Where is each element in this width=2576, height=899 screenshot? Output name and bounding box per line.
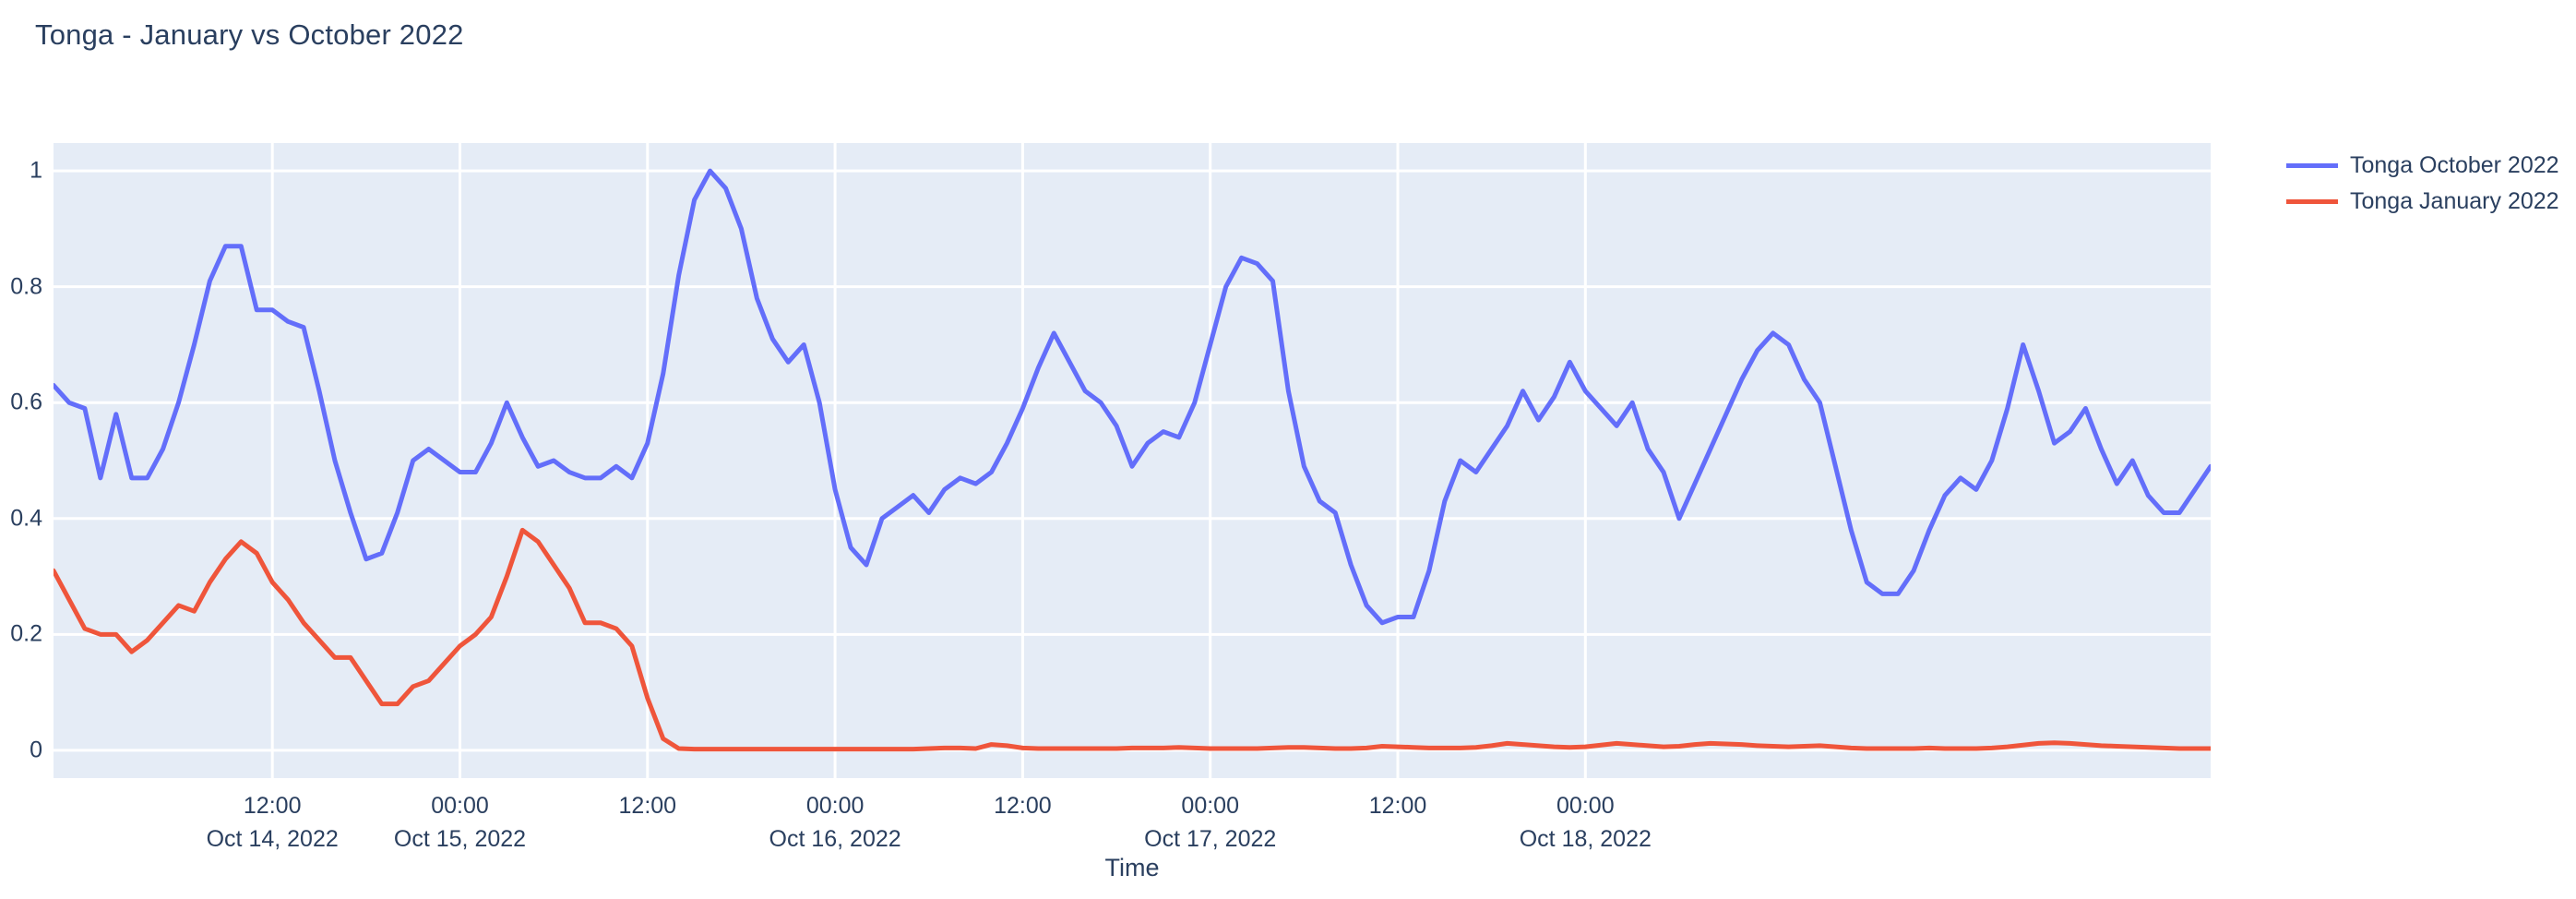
- legend-item[interactable]: Tonga October 2022: [2286, 148, 2563, 184]
- x-tick-time: 00:00: [1556, 793, 1615, 819]
- chart-title: Tonga - January vs October 2022: [35, 18, 464, 51]
- y-tick-label: 0.6: [10, 389, 42, 415]
- legend-item[interactable]: Tonga January 2022: [2286, 184, 2563, 220]
- x-tick-label: 00:00 Oct 15, 2022: [394, 789, 526, 856]
- y-tick-label: 0.2: [10, 620, 42, 647]
- series-line: [54, 168, 2211, 626]
- x-tick-time: 12:00: [1368, 793, 1427, 819]
- x-tick-label: 00:00 Oct 16, 2022: [769, 789, 901, 856]
- x-tick-time: 00:00: [805, 793, 865, 819]
- y-tick-label: 1: [30, 157, 42, 184]
- x-tick-date: Oct 16, 2022: [769, 826, 901, 852]
- x-tick-date: Oct 18, 2022: [1519, 826, 1652, 852]
- x-tick-time: 12:00: [243, 793, 302, 819]
- x-tick-label: 12:00 Oct 14, 2022: [207, 789, 339, 856]
- x-tick-label: 00:00 Oct 18, 2022: [1520, 789, 1652, 856]
- x-gridlines: [270, 143, 1587, 778]
- x-axis-title: Time: [1104, 854, 1160, 881]
- x-tick-time: 12:00: [994, 793, 1052, 819]
- x-tick-date: Oct 17, 2022: [1144, 826, 1277, 852]
- legend: Tonga October 2022 Tonga January 2022: [2286, 148, 2563, 220]
- series-line: [54, 527, 2211, 752]
- x-tick-label: 12:00: [994, 789, 1052, 822]
- plot-svg: [54, 143, 2211, 778]
- legend-swatch-icon: [2286, 199, 2338, 204]
- series-lines: [54, 168, 2211, 752]
- x-tick-date: Oct 14, 2022: [206, 826, 339, 852]
- x-tick-time: 00:00: [431, 793, 489, 819]
- legend-label: Tonga October 2022: [2350, 152, 2559, 178]
- legend-swatch-icon: [2286, 163, 2338, 168]
- y-tick-label: 0: [30, 737, 42, 763]
- x-tick-label: 00:00 Oct 17, 2022: [1144, 789, 1276, 856]
- x-tick-label: 12:00: [1369, 789, 1427, 822]
- legend-label: Tonga January 2022: [2350, 188, 2559, 214]
- y-tick-label: 0.4: [10, 505, 42, 532]
- x-tick-time: 00:00: [1181, 793, 1239, 819]
- y-gridlines: [54, 169, 2211, 752]
- x-tick-date: Oct 15, 2022: [393, 826, 527, 852]
- y-tick-label: 0.8: [10, 273, 42, 300]
- x-tick-label: 12:00: [619, 789, 677, 822]
- plot-area: [54, 143, 2211, 778]
- x-tick-time: 12:00: [618, 793, 677, 819]
